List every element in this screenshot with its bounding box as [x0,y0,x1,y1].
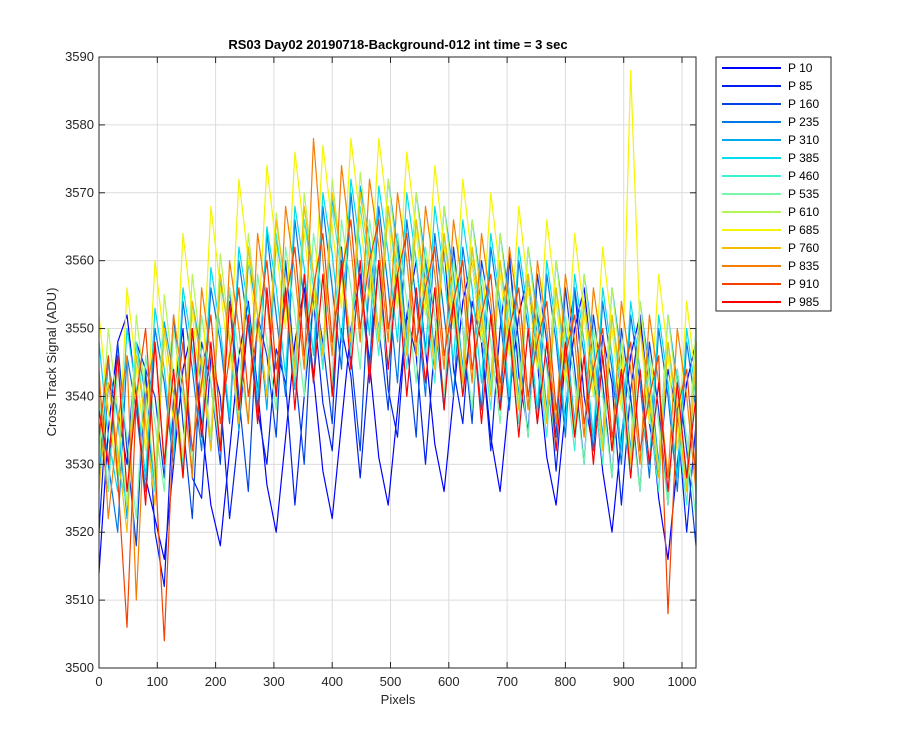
y-tick-label: 3550 [65,321,94,336]
y-tick-label: 3540 [65,388,94,403]
y-tick-label: 3580 [65,117,94,132]
legend-label: P 685 [788,223,819,237]
series-line-p-985 [98,260,697,506]
legend-label: P 535 [788,187,819,201]
series-line-p-910 [98,219,697,642]
y-tick-label: 3510 [65,592,94,607]
x-tick-label: 500 [380,674,402,689]
y-tick-label: 3530 [65,456,94,471]
legend-box [715,56,832,312]
series-lines [98,69,697,642]
series-line-p-10 [98,260,697,574]
y-tick-label: 3570 [65,185,94,200]
y-tick-label: 3560 [65,253,94,268]
legend-label: P 760 [788,241,819,255]
x-axis-label: Pixels [381,692,416,707]
y-axis-label: Cross Track Signal (ADU) [44,288,59,437]
legend-label: P 385 [788,151,819,165]
x-tick-label: 300 [263,674,285,689]
chart-title: RS03 Day02 20190718-Background-012 int t… [228,37,567,52]
ticks: 0 100 200 300 400 500 600 700 800 900 1000 3500 3510… [65,49,696,689]
legend: P 10 P 85 P 160 P 235 P 310 P 385 P 460 P 535 P … [715,56,832,312]
legend-label: P 610 [788,205,819,219]
legend-label: P 985 [788,295,819,309]
x-tick-label: 1000 [668,674,697,689]
y-tick-label: 3500 [65,660,94,675]
legend-label: P 160 [788,97,819,111]
series-line-p-760 [98,192,697,533]
x-tick-label: 800 [555,674,577,689]
legend-label: P 235 [788,115,819,129]
legend-label: P 85 [788,79,813,93]
legend-items: P 10 P 85 P 160 P 235 P 310 P 385 P 460 P 535 P … [722,61,819,309]
x-tick-label: 600 [438,674,460,689]
legend-label: P 460 [788,169,819,183]
y-tick-label: 3520 [65,524,94,539]
x-tick-label: 0 [95,674,102,689]
x-tick-label: 700 [496,674,518,689]
x-tick-label: 400 [321,674,343,689]
legend-label: P 910 [788,277,819,291]
series-line-p-160 [98,232,697,547]
axes-box [98,56,697,669]
legend-label: P 310 [788,133,819,147]
y-tick-label: 3590 [65,49,94,64]
series-line-p-610 [98,171,697,506]
legend-label: P 835 [788,259,819,273]
x-tick-label: 900 [613,674,635,689]
legend-label: P 10 [788,61,813,75]
x-tick-label: 200 [205,674,227,689]
x-tick-label: 100 [146,674,168,689]
